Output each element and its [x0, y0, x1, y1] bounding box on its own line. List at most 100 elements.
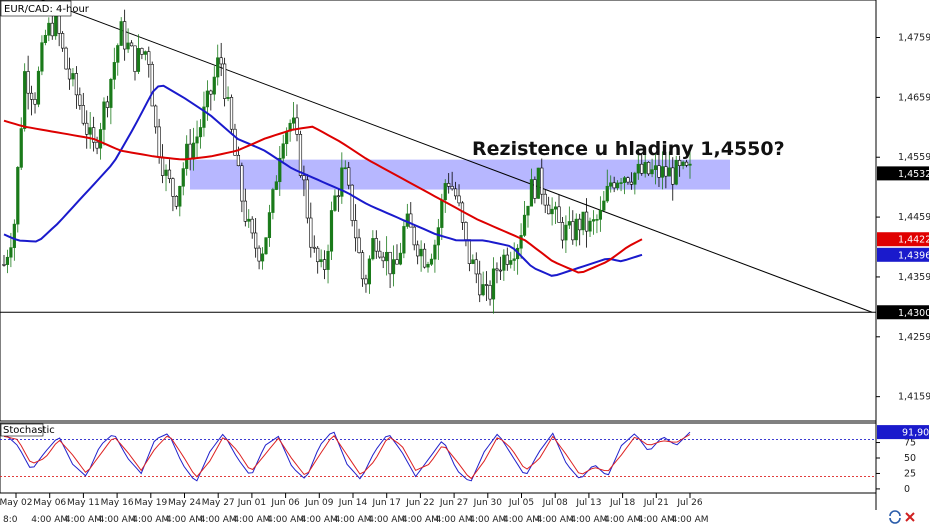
candle-body	[395, 259, 399, 265]
candle-body	[464, 222, 468, 240]
candle-body	[74, 73, 78, 96]
price-tag	[877, 305, 929, 320]
candle-body	[443, 183, 447, 201]
candle-body	[19, 128, 23, 168]
candle-body	[374, 238, 378, 252]
x-time-label: 4:00 AM	[604, 515, 641, 525]
candle-body	[505, 254, 509, 265]
candle-body	[109, 79, 113, 108]
candle-body	[12, 223, 16, 248]
candle-body	[254, 232, 258, 249]
x-time-label: 4:00 AM	[368, 515, 405, 525]
candle-body	[126, 42, 130, 50]
candle-body	[405, 213, 409, 227]
candle-body	[557, 206, 561, 223]
candle-body	[347, 167, 351, 186]
candle-body	[453, 188, 458, 197]
candle-body	[609, 182, 613, 187]
candle-body	[305, 179, 309, 219]
candle-body	[112, 62, 116, 80]
candle-body	[647, 162, 651, 175]
candle-body	[684, 161, 689, 166]
candle-body	[409, 213, 413, 228]
main-plot-area	[0, 0, 877, 422]
candle-body	[219, 57, 223, 65]
candle-body	[671, 167, 675, 185]
candle-body	[67, 68, 72, 80]
x-date-label: Jul 08	[542, 498, 568, 508]
candle-body	[485, 284, 489, 286]
sync-icon[interactable]	[889, 510, 901, 524]
candle-body	[447, 183, 451, 187]
x-date-label: Jul 21	[643, 498, 669, 508]
candle-body	[584, 211, 589, 232]
candle-body	[333, 195, 337, 211]
candle-body	[181, 168, 185, 187]
candle-body	[526, 205, 530, 216]
candle-body	[391, 259, 396, 275]
x-date-label: May 11	[67, 498, 100, 508]
x-date-label: May 19	[134, 498, 167, 508]
candle-body	[61, 33, 65, 49]
candle-body	[626, 177, 630, 183]
candle-body	[133, 45, 137, 72]
trendline	[39, 0, 873, 313]
candle-body	[550, 208, 554, 215]
candle-body	[291, 117, 296, 124]
candle-body	[657, 165, 661, 178]
x-time-label: 4:00 AM	[31, 515, 68, 525]
chart-title: EUR/CAD: 4-hour	[4, 4, 90, 15]
candle-body	[536, 167, 540, 199]
candle-body	[71, 73, 75, 80]
x-time-label: 4:00 AM	[301, 515, 338, 525]
candle-body	[23, 71, 27, 129]
candle-body	[40, 42, 44, 72]
candle-body	[364, 278, 368, 285]
candle-body	[147, 51, 151, 65]
x-date-label: Jun 06	[270, 498, 300, 508]
candle-body	[202, 106, 206, 128]
price-tag-label: 1,4300	[898, 308, 930, 319]
candle-body	[488, 285, 492, 300]
candle-body	[154, 105, 158, 128]
candle-body	[43, 34, 47, 43]
x-time-label: 4:00 AM	[503, 515, 540, 525]
candle-body	[267, 212, 272, 238]
candle-body	[560, 222, 565, 241]
candle-body	[643, 162, 647, 174]
candle-body	[143, 51, 147, 55]
candle-body	[195, 136, 199, 144]
y-tick-label: 1,4259	[898, 332, 930, 343]
candle-body	[157, 126, 161, 158]
candle-body	[498, 269, 503, 272]
candle-body	[164, 169, 168, 176]
candle-body	[612, 182, 616, 189]
x-time-label: 4:00 AM	[436, 515, 473, 525]
stoch-y-tick-label: 50	[904, 453, 916, 464]
candle-body	[598, 209, 602, 220]
price-tag	[877, 232, 929, 247]
candle-body	[236, 154, 241, 167]
chart-title-box	[0, 0, 72, 17]
candle-body	[474, 259, 478, 275]
candle-body	[381, 256, 385, 262]
close-x-icon[interactable]	[903, 510, 917, 524]
candle-body	[88, 127, 92, 135]
candle-body	[271, 189, 275, 213]
candle-body	[564, 224, 568, 241]
candle-body	[664, 166, 668, 177]
candle-body	[174, 195, 178, 207]
y-tick-label: 1,4759	[898, 33, 930, 44]
candle-body	[140, 48, 144, 55]
price-tag-label: 1,4396	[898, 250, 930, 261]
candle-body	[633, 172, 637, 185]
stoch-y-tick-label: 25	[904, 468, 916, 479]
candle-body	[416, 244, 420, 257]
candle-body	[257, 247, 261, 262]
candle-body	[388, 251, 392, 275]
x-date-label: Jun 09	[304, 498, 334, 508]
candle-body	[223, 63, 227, 99]
candle-body	[150, 64, 154, 107]
candle-body	[316, 247, 320, 263]
candle-body	[357, 237, 361, 254]
